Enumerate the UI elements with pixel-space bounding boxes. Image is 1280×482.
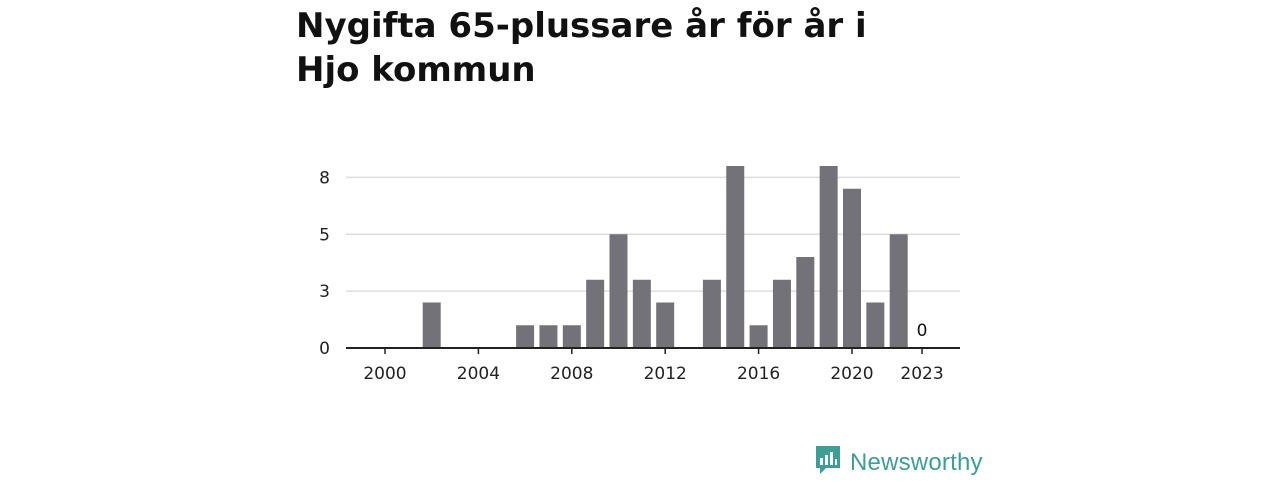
bar-chart: 2000 2004 2008 2012 2016 2020 2023 0 3 5 8 0 <box>319 166 960 384</box>
data-labels: 0 <box>917 321 928 341</box>
bar <box>772 279 791 348</box>
bar <box>866 302 885 348</box>
bar <box>843 188 861 348</box>
data-label: 0 <box>917 321 928 341</box>
newsworthy-logo-icon <box>814 444 842 482</box>
brand-logo: Newsworthy <box>814 446 983 480</box>
bar <box>539 325 558 348</box>
bar <box>656 302 675 348</box>
x-tick-label: 2004 <box>457 364 500 384</box>
bar <box>609 234 628 348</box>
chart-title: Nygifta 65-plussare år för år i Hjo komm… <box>296 6 867 90</box>
bar <box>796 257 815 348</box>
x-tick-label: 2012 <box>644 364 687 384</box>
y-tick-label: 5 <box>319 225 330 245</box>
bar <box>562 325 581 348</box>
x-axis-ticks: 2000 2004 2008 2012 2016 2020 2023 <box>363 348 944 384</box>
bar <box>889 234 908 348</box>
bars <box>422 166 908 348</box>
x-tick-label: 2023 <box>900 364 943 384</box>
y-axis-labels: 0 3 5 8 <box>319 168 330 359</box>
bar <box>586 279 605 348</box>
x-tick-label: 2008 <box>550 364 593 384</box>
bar <box>819 166 838 348</box>
x-tick-label: 2000 <box>363 364 406 384</box>
bar <box>632 279 651 348</box>
x-tick-label: 2016 <box>737 364 780 384</box>
brand-name: Newsworthy <box>850 449 983 476</box>
y-tick-label: 3 <box>319 282 330 302</box>
bar <box>702 279 721 348</box>
y-tick-label: 8 <box>319 168 330 188</box>
x-tick-label: 2020 <box>830 364 873 384</box>
y-tick-label: 0 <box>319 339 330 359</box>
bar <box>422 302 441 348</box>
gridlines <box>346 176 960 292</box>
bar <box>726 166 745 348</box>
bar <box>516 325 535 348</box>
bar <box>749 325 768 348</box>
